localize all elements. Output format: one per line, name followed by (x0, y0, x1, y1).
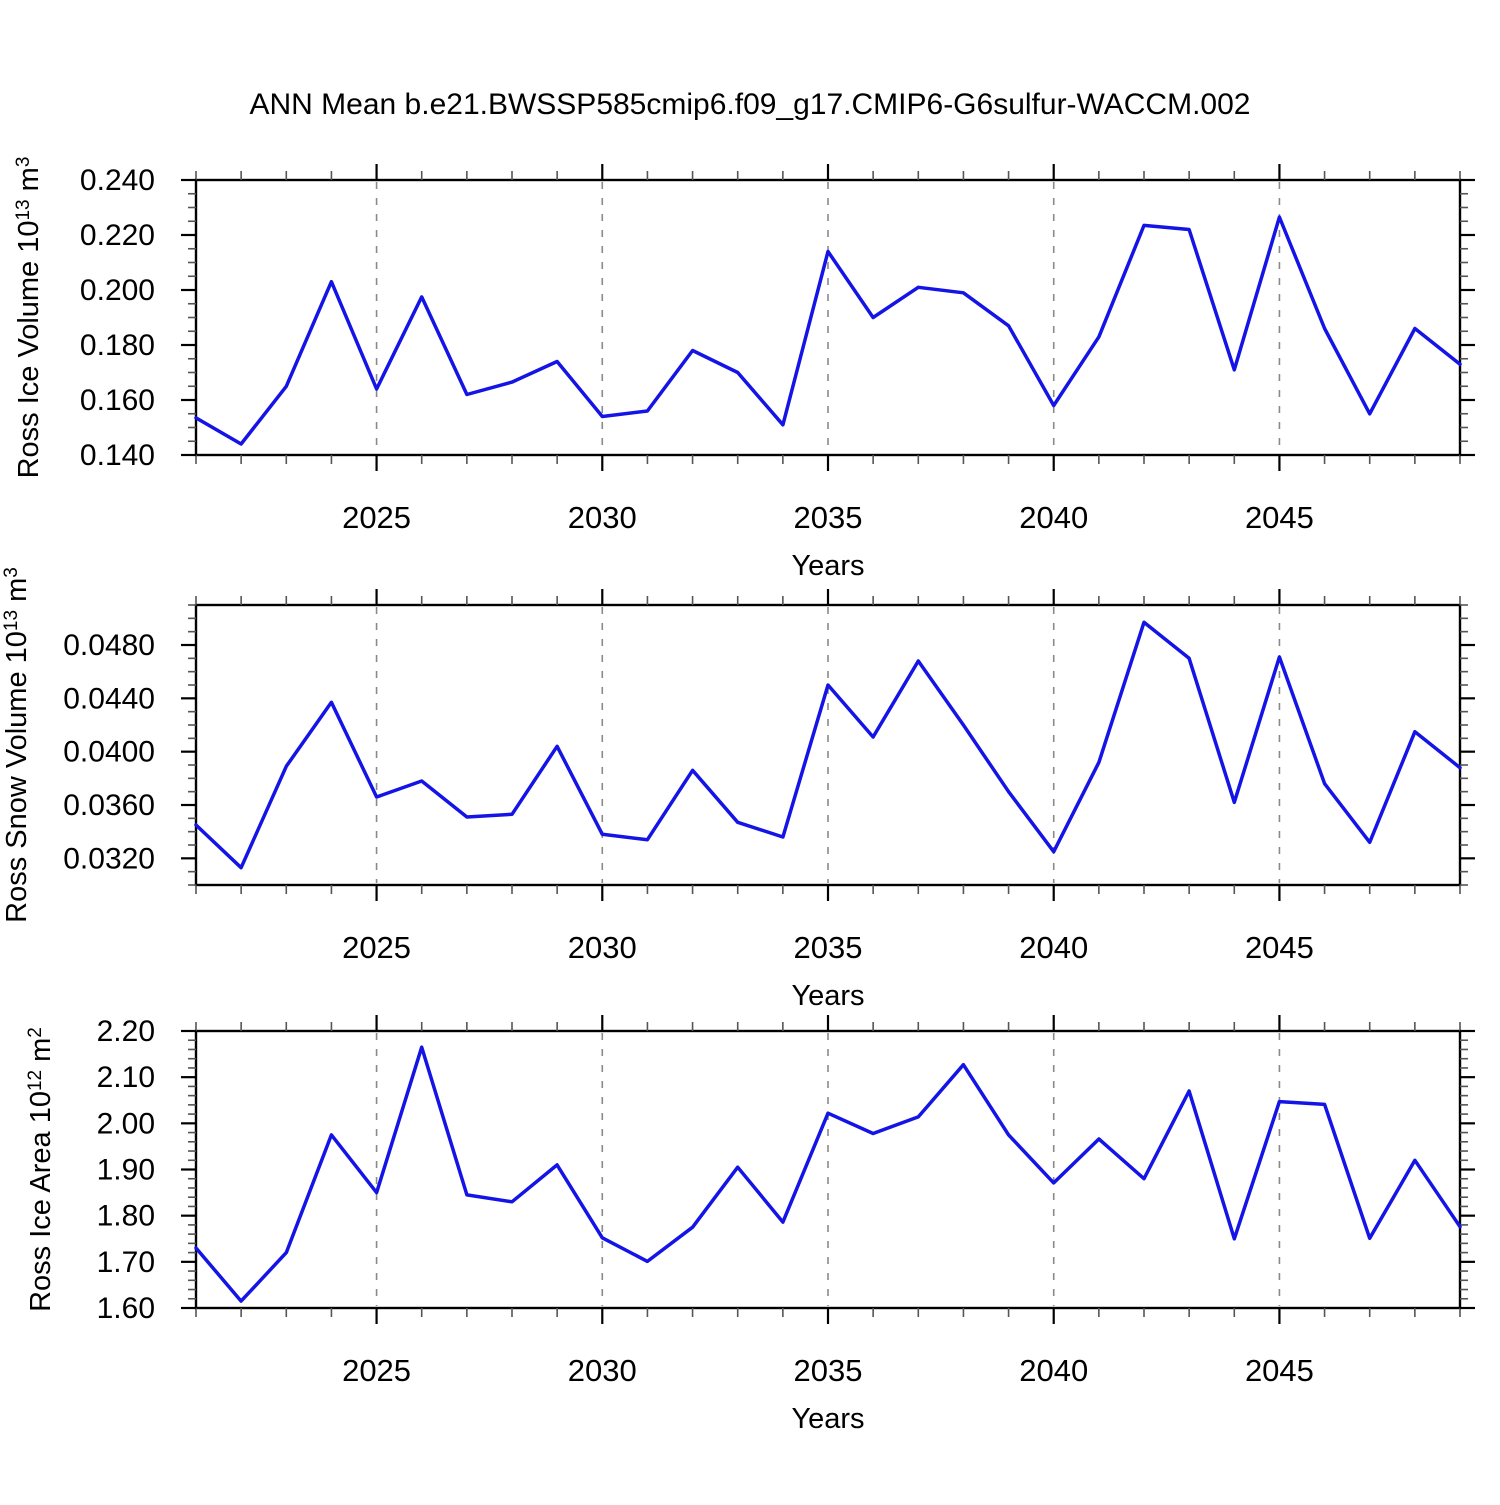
y-axis-title-sup: 3 (1, 567, 22, 578)
y-tick-label: 0.240 (80, 164, 155, 197)
data-line-ross-snow-volume (194, 620, 1462, 870)
x-tick-label: 2035 (794, 930, 863, 965)
y-axis-title-sup: 12 (25, 1070, 46, 1091)
x-tick-label: 2030 (568, 1353, 637, 1388)
y-axis-title-sup: 13 (13, 199, 34, 220)
y-axis-title-text: m (25, 1038, 57, 1070)
y-tick-label: 0.0400 (63, 736, 155, 769)
y-axis-title-text: m (1, 578, 33, 610)
y-axis-title-text: Ross Ice Volume 10 (13, 221, 45, 479)
data-line-ross-ice-area (194, 1045, 1462, 1303)
y-tick-label: 0.0320 (63, 842, 155, 875)
data-line-ross-ice-volume (194, 215, 1462, 446)
y-tick-label: 2.20 (97, 1015, 155, 1048)
plot-frame (194, 178, 1462, 457)
y-tick-label: 1.80 (97, 1200, 155, 1233)
panel-ross-ice-volume: 0.240 0.220 0.200 0.180 0.160 0.140 2025 2030 20… (13, 157, 1475, 582)
x-axis-title: Years (791, 980, 864, 1012)
x-axis-title: Years (791, 550, 864, 582)
plot-frame (194, 1029, 1462, 1310)
panel-ross-snow-volume: 0.0480 0.0440 0.0400 0.0360 0.0320 2025 2030 20… (1, 567, 1475, 1012)
x-tick-label: 2040 (1019, 930, 1088, 965)
y-tick-label: 0.140 (80, 439, 155, 472)
y-tick-label: 0.0440 (63, 682, 155, 715)
x-tick-label: 2045 (1245, 1353, 1314, 1388)
x-tick-label: 2025 (342, 930, 411, 965)
y-tick-label: 2.10 (97, 1061, 155, 1094)
x-tick-label: 2030 (568, 930, 637, 965)
y-axis-title-sup: 13 (1, 610, 22, 631)
y-axis-title: Ross Snow Volume 1013 m3 (1, 567, 33, 923)
x-tick-label: 2040 (1019, 500, 1088, 535)
y-tick-label: 0.0360 (63, 789, 155, 822)
y-tick-label: 0.180 (80, 329, 155, 362)
x-tick-label: 2035 (794, 1353, 863, 1388)
plot-frame (194, 603, 1462, 887)
x-tick-label: 2045 (1245, 930, 1314, 965)
x-tick-label: 2040 (1019, 1353, 1088, 1388)
y-axis-title: Ross Ice Area 1012 m2 (25, 1027, 57, 1312)
y-tick-label: 0.0480 (63, 629, 155, 662)
y-tick-label: 1.70 (97, 1246, 155, 1279)
x-tick-label: 2030 (568, 500, 637, 535)
x-tick-label: 2045 (1245, 500, 1314, 535)
y-axis-title: Ross Ice Volume 1013 m3 (13, 157, 45, 479)
x-axis-title: Years (791, 1403, 864, 1435)
y-tick-label: 0.160 (80, 384, 155, 417)
x-tick-label: 2035 (794, 500, 863, 535)
y-axis-title-text: Ross Ice Area 10 (25, 1091, 57, 1312)
x-tick-label: 2025 (342, 1353, 411, 1388)
y-axis-title-text: m (13, 167, 45, 199)
panel-ross-ice-area: 2.20 2.10 2.00 1.90 1.80 1.70 1.60 2025 2030 2035… (25, 1015, 1475, 1435)
y-tick-label: 0.220 (80, 219, 155, 252)
y-axis-title-sup: 2 (25, 1027, 46, 1038)
y-tick-label: 0.200 (80, 274, 155, 307)
y-tick-label: 1.60 (97, 1292, 155, 1325)
figure-title: ANN Mean b.e21.BWSSP585cmip6.f09_g17.CMI… (249, 88, 1251, 121)
y-tick-label: 1.90 (97, 1154, 155, 1187)
x-tick-label: 2025 (342, 500, 411, 535)
y-axis-title-text: Ross Snow Volume 10 (1, 631, 33, 923)
y-tick-label: 2.00 (97, 1107, 155, 1140)
y-axis-title-sup: 3 (13, 157, 34, 168)
